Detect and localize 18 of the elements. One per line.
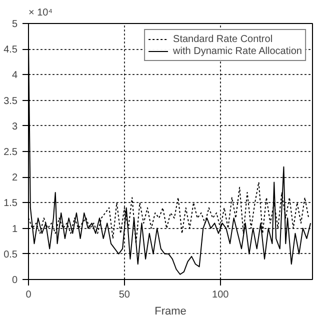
y-tick-label: 2.5 [4, 147, 18, 158]
y-tick-label: 2 [12, 172, 18, 184]
x-axis-title: Frame [154, 306, 186, 318]
y-tick-label: 3.5 [4, 96, 18, 107]
legend-label: with Dynamic Rate Allocation [173, 45, 302, 57]
y-tick-label: 1.5 [4, 198, 18, 210]
y-tick-label: 0 [12, 275, 18, 286]
y-tick-label: 0.5 [4, 249, 18, 260]
text: × 10⁴ [28, 8, 53, 18]
y-tick-label: 1 [12, 224, 18, 235]
x-tick-label: 50 [118, 290, 130, 300]
x-tick-label: 100 [212, 290, 230, 300]
y-tick-label: 3 [12, 121, 18, 132]
y-tick-label: 4 [12, 70, 18, 82]
x-tick-label: 0 [26, 290, 32, 300]
y-tick-label: 5 [12, 19, 18, 30]
legend-label: Standard Rate Control [173, 33, 273, 45]
y-tick-label: 4.5 [4, 44, 18, 56]
